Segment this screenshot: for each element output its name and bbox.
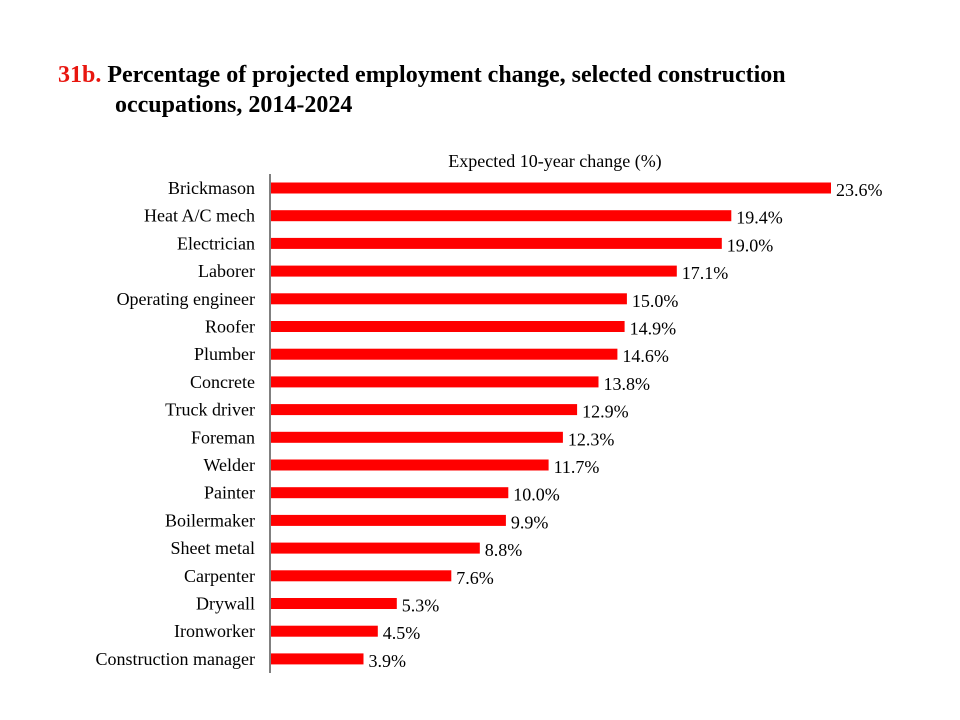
bar-15 xyxy=(271,598,397,609)
category-label-17: Construction manager xyxy=(96,649,255,669)
chart-number: 31b. xyxy=(58,62,102,88)
bar-0 xyxy=(271,182,831,194)
value-label-11: 10.0% xyxy=(513,485,560,505)
value-label-2: 19.0% xyxy=(727,235,774,255)
value-label-8: 12.9% xyxy=(582,402,629,422)
chart-title: 31b. Percentage of projected employment … xyxy=(58,60,918,120)
category-label-11: Painter xyxy=(204,483,255,503)
bar-2 xyxy=(271,237,722,249)
category-label-4: Operating engineer xyxy=(117,289,255,309)
category-label-3: Laborer xyxy=(198,261,255,281)
value-label-9: 12.3% xyxy=(568,429,615,449)
bar-16 xyxy=(271,625,378,637)
category-label-7: Concrete xyxy=(190,372,255,392)
category-label-12: Boilermaker xyxy=(165,510,255,530)
bar-13 xyxy=(271,542,480,554)
bar-11 xyxy=(271,487,509,499)
value-label-7: 13.8% xyxy=(604,374,651,394)
value-label-12: 9.9% xyxy=(511,512,549,532)
category-label-9: Foreman xyxy=(191,427,255,447)
value-label-16: 4.5% xyxy=(383,623,421,643)
value-label-17: 3.9% xyxy=(369,651,407,671)
bar-3 xyxy=(271,265,677,277)
value-label-14: 7.6% xyxy=(456,568,494,588)
category-label-14: Carpenter xyxy=(184,566,255,586)
value-label-4: 15.0% xyxy=(632,291,679,311)
bar-7 xyxy=(271,376,599,388)
value-label-13: 8.8% xyxy=(485,540,523,560)
chart-title-line-1: 31b. Percentage of projected employment … xyxy=(58,60,918,90)
category-label-5: Roofer xyxy=(205,317,255,337)
bar-10 xyxy=(271,459,549,471)
value-label-0: 23.6% xyxy=(836,180,883,200)
value-labels-group: 23.6% 19.4% 19.0% 17.1%15.0% 14.9% 14.6% 13.8%… xyxy=(369,180,883,671)
value-label-15: 5.3% xyxy=(402,596,440,616)
bar-17 xyxy=(271,653,364,665)
category-label-0: Brickmason xyxy=(168,178,255,198)
bar-1 xyxy=(271,210,732,222)
bar-5 xyxy=(271,321,625,332)
value-label-3: 17.1% xyxy=(682,263,729,283)
value-label-6: 14.6% xyxy=(622,346,669,366)
chart-title-text-1: Percentage of projected employment chang… xyxy=(107,62,786,88)
value-label-5: 14.9% xyxy=(630,319,677,339)
bar-9 xyxy=(271,431,563,443)
chart-title-line-2: occupations, 2014-2024 xyxy=(115,92,353,118)
x-axis-label: Expected 10-year change (%) xyxy=(448,151,661,172)
category-label-1: Heat A/C mech xyxy=(144,206,255,226)
bars-group xyxy=(271,182,831,665)
bar-14 xyxy=(271,570,452,582)
bar-8 xyxy=(271,404,578,416)
category-label-6: Plumber xyxy=(194,344,255,364)
category-label-10: Welder xyxy=(203,455,255,475)
category-label-15: Drywall xyxy=(196,594,255,614)
category-label-2: Electrician xyxy=(177,233,255,253)
value-label-10: 11.7% xyxy=(554,457,600,477)
category-label-8: Truck driver xyxy=(165,400,255,420)
value-label-1: 19.4% xyxy=(736,208,783,228)
bar-4 xyxy=(271,293,627,305)
category-labels-group: Brickmason Heat A/C mech Electrician Labore… xyxy=(96,178,255,669)
category-label-13: Sheet metal xyxy=(171,538,255,558)
bar-12 xyxy=(271,514,506,526)
category-label-16: Ironworker xyxy=(174,621,255,641)
bar-6 xyxy=(271,348,618,360)
